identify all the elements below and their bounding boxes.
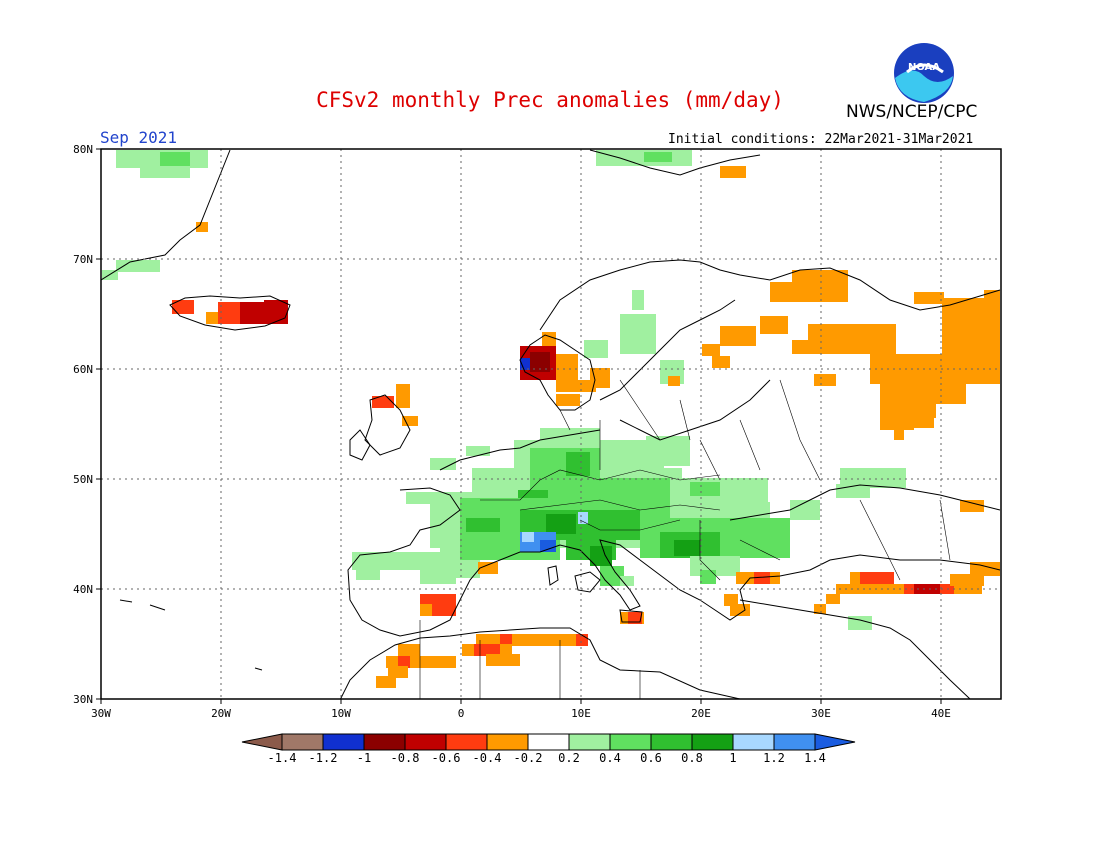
colorbar-box	[609, 733, 652, 751]
area-iceland-dry	[172, 300, 288, 324]
lon-tick-label: 30E	[811, 707, 831, 720]
axis-labels: 80N 70N 60N 50N 40N 30N 30W 20W 10W 0 10…	[73, 143, 951, 720]
lon-tick-label: 0	[458, 707, 465, 720]
area-svalbard-wet	[196, 150, 746, 232]
coastlines	[101, 149, 1001, 699]
forecast-month: Sep 2021	[100, 128, 178, 147]
colorbar-box	[445, 733, 488, 751]
noaa-logo-text: NOAA	[908, 62, 940, 73]
colorbar-label: -0.6	[432, 751, 461, 765]
colorbar-label: 0.2	[558, 751, 580, 765]
area-greenland-wet	[102, 150, 208, 280]
tick-marks	[96, 148, 942, 704]
colorbar-label: 0.4	[599, 751, 621, 765]
agency-label: NWS/NCEP/CPC	[846, 102, 978, 122]
colorbar-box	[281, 733, 324, 751]
anomaly-fills	[101, 149, 1001, 699]
graticule	[101, 149, 1001, 699]
colorbar-box	[322, 733, 365, 751]
lat-tick-label: 50N	[73, 473, 93, 486]
lat-tick-label: 40N	[73, 583, 93, 596]
colorbar-box	[732, 733, 775, 751]
colorbar-arrow-left	[241, 733, 283, 751]
lon-tick-label: 20E	[691, 707, 711, 720]
colorbar-label: -1.2	[309, 751, 338, 765]
colorbar-box	[527, 733, 570, 751]
colorbar-label: 0.8	[681, 751, 703, 765]
lat-tick-label: 80N	[73, 143, 93, 156]
lat-tick-label: 30N	[73, 693, 93, 706]
area-balkans-wet	[640, 468, 906, 630]
colorbar-label: 1	[729, 751, 736, 765]
lon-tick-label: 10W	[331, 707, 351, 720]
lon-tick-label: 40E	[931, 707, 951, 720]
map-frame	[100, 148, 1002, 700]
chart-title: CFSv2 monthly Prec anomalies (mm/day)	[316, 88, 784, 112]
lon-tick-label: 10E	[571, 707, 591, 720]
colorbar-box	[404, 733, 447, 751]
area-north-africa-dry	[376, 594, 588, 688]
country-borders	[419, 379, 951, 699]
noaa-logo: NOAA	[894, 43, 954, 103]
lat-tick-label: 60N	[73, 363, 93, 376]
colorbar-label: -0.4	[473, 751, 502, 765]
colorbar-label: -0.2	[514, 751, 543, 765]
colorbar-label: 1.4	[804, 751, 826, 765]
colorbar-label: -1.4	[268, 751, 297, 765]
colorbar-box	[773, 733, 816, 751]
colorbar-box	[691, 733, 734, 751]
colorbar-arrow-right	[814, 733, 856, 751]
colorbar-box	[568, 733, 611, 751]
lon-tick-label: 30W	[91, 707, 111, 720]
lat-tick-label: 70N	[73, 253, 93, 266]
colorbar-box	[363, 733, 406, 751]
colorbar-label: -0.8	[391, 751, 420, 765]
area-scandinavia-wet	[584, 290, 684, 386]
map-background	[101, 149, 1001, 699]
colorbar-label: 1.2	[763, 751, 785, 765]
colorbar-label: 0.6	[640, 751, 662, 765]
colorbar-box	[650, 733, 693, 751]
lon-tick-label: 20W	[211, 707, 231, 720]
initial-conditions: Initial conditions: 22Mar2021-31Mar2021	[668, 132, 974, 147]
colorbar-label: -1	[357, 751, 371, 765]
colorbar-box	[486, 733, 529, 751]
